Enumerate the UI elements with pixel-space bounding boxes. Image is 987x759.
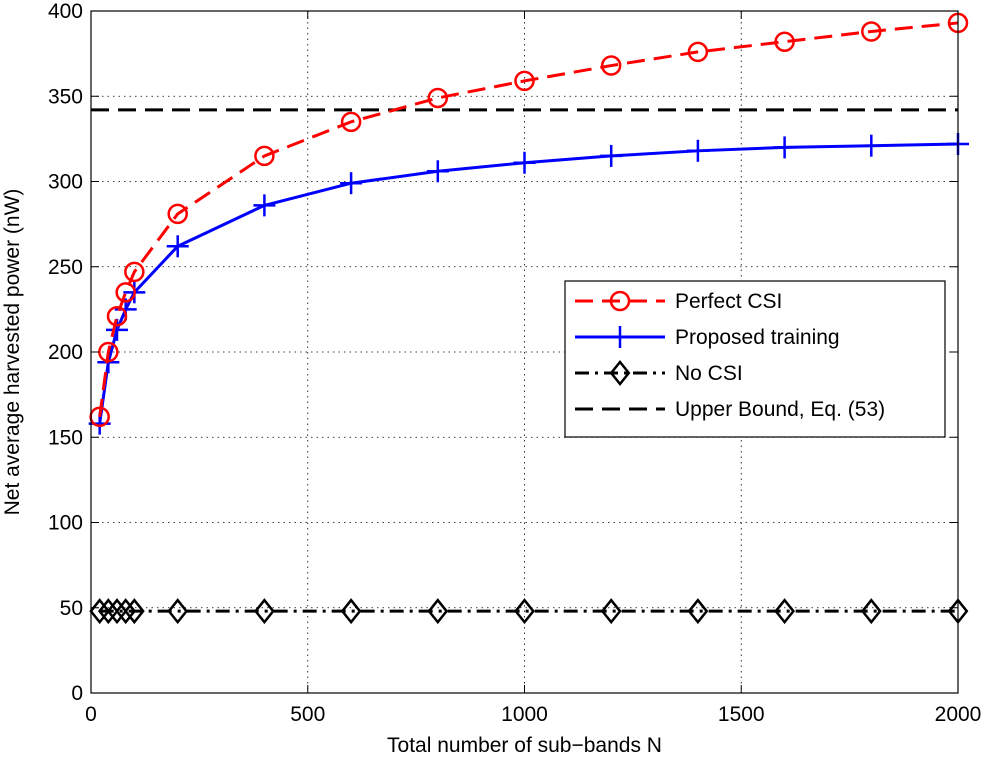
data-point — [106, 305, 128, 327]
data-point — [98, 341, 119, 363]
legend-item: Perfect CSI — [575, 290, 782, 313]
legend-marker — [609, 326, 631, 348]
y-tick-label: 400 — [48, 0, 83, 23]
legend-item: No CSI — [575, 359, 743, 387]
data-point — [340, 172, 363, 195]
legend-label: No CSI — [675, 362, 743, 385]
data-point — [123, 598, 145, 625]
data-point — [600, 598, 622, 625]
data-point — [106, 598, 128, 625]
data-point — [514, 70, 535, 92]
y-axis-title: Net average harvested power (nW) — [1, 189, 24, 516]
legend-marker — [609, 290, 631, 312]
data-point — [167, 598, 189, 625]
data-point — [600, 55, 622, 76]
data-point — [687, 41, 709, 63]
y-tick-label: 300 — [48, 171, 83, 194]
data-point — [340, 111, 362, 133]
legend-items: Perfect CSI Proposed training No CSI Upper … — [575, 290, 885, 421]
data-point — [115, 282, 136, 303]
legend: Perfect CSI Proposed training No CSI Upper … — [564, 280, 946, 438]
data-point — [253, 598, 275, 625]
data-point — [124, 261, 145, 283]
data-point — [514, 598, 535, 625]
ticks: 0 500 1000 1500 2000 0 50 100 150 200 250 300 350 400 — [48, 0, 981, 726]
data-point — [687, 598, 709, 625]
y-tick-label: 350 — [48, 85, 83, 108]
data-point — [513, 151, 536, 174]
series-2 — [89, 598, 969, 625]
data-point — [427, 598, 449, 625]
x-tick-label: 1000 — [501, 703, 548, 726]
series-1 — [88, 132, 969, 435]
x-tick-label: 2000 — [935, 703, 982, 726]
y-tick-label: 200 — [48, 341, 83, 364]
y-tick-label: 250 — [48, 256, 83, 279]
data-point — [97, 598, 119, 625]
series-layer — [88, 12, 969, 625]
data-point — [774, 598, 796, 625]
legend-box — [564, 280, 946, 438]
data-point — [600, 144, 623, 167]
x-tick-label: 500 — [290, 703, 325, 726]
data-point — [860, 134, 883, 157]
data-point — [254, 145, 275, 167]
legend-label: Upper Bound, Eq. (53) — [675, 398, 885, 421]
data-point — [167, 203, 188, 225]
legend-label: Perfect CSI — [675, 290, 782, 313]
data-point — [166, 235, 189, 258]
data-point — [115, 598, 137, 625]
data-point — [860, 598, 882, 625]
legend-item: Upper Bound, Eq. (53) — [575, 398, 885, 421]
x-tick-label: 0 — [85, 703, 97, 726]
data-point — [686, 139, 709, 162]
data-point — [427, 87, 449, 109]
legend-marker — [609, 359, 631, 387]
data-point — [426, 160, 449, 183]
y-tick-label: 100 — [48, 512, 83, 535]
y-tick-label: 50 — [60, 597, 83, 620]
y-tick-label: 0 — [71, 682, 83, 705]
data-point — [340, 598, 362, 625]
data-point — [253, 194, 276, 217]
y-tick-label: 150 — [48, 426, 83, 449]
data-point — [773, 136, 796, 159]
legend-label: Proposed training — [675, 326, 840, 349]
data-point — [774, 31, 795, 52]
x-axis-title: Total number of sub−bands N — [387, 734, 662, 757]
data-point — [861, 21, 882, 42]
legend-item: Proposed training — [575, 326, 840, 349]
x-tick-label: 1500 — [718, 703, 765, 726]
